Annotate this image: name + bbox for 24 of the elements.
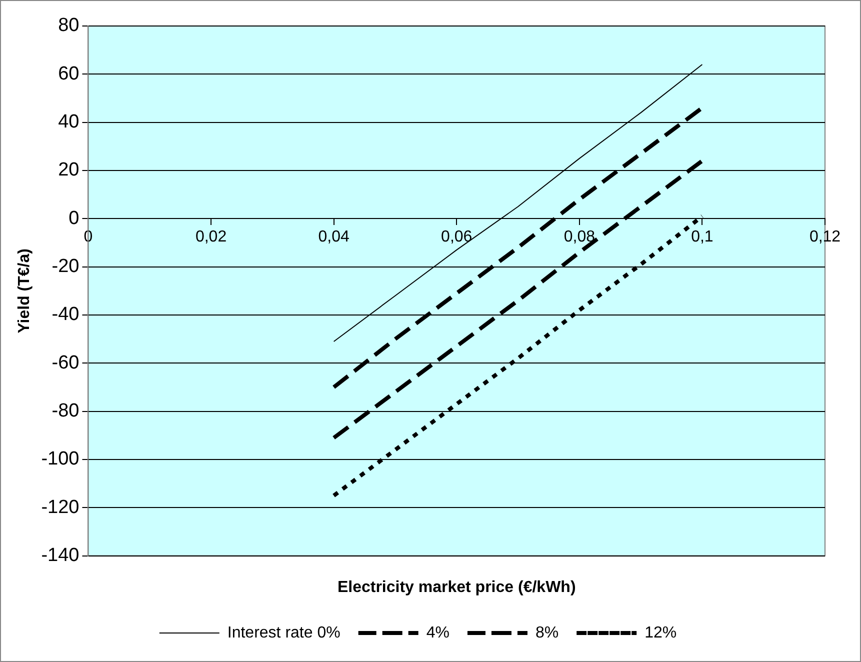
x-tick-label: 0,12: [809, 228, 841, 246]
y-tick-label: 40: [58, 112, 80, 133]
y-tick-label: -40: [52, 304, 80, 326]
y-tick-label: -20: [52, 256, 80, 278]
legend-label: 8%: [535, 624, 559, 642]
y-axis-title: Yield (T€/a): [16, 248, 34, 334]
legend-label: Interest rate 0%: [227, 624, 340, 642]
legend-label: 12%: [644, 624, 677, 642]
y-tick-label: 0: [68, 208, 80, 229]
y-tick-label: -120: [41, 496, 80, 518]
y-tick-label: -60: [52, 352, 80, 374]
y-tick-label: 80: [58, 15, 80, 36]
legend-label: 4%: [426, 624, 450, 642]
y-tick-label: -100: [41, 448, 80, 470]
x-tick-label: 0,08: [564, 228, 596, 246]
x-tick-label: 0,06: [441, 228, 472, 246]
x-tick-label: 0,1: [691, 228, 714, 246]
y-tick-label: 60: [58, 63, 80, 84]
x-tick-label: 0,02: [195, 228, 227, 246]
y-tick-label: 20: [58, 160, 80, 181]
x-axis-title: Electricity market price (€/kWh): [337, 578, 576, 596]
y-tick-label: -80: [52, 400, 80, 422]
y-tick-label: -140: [41, 545, 80, 566]
x-tick-label: 0,04: [318, 228, 350, 246]
